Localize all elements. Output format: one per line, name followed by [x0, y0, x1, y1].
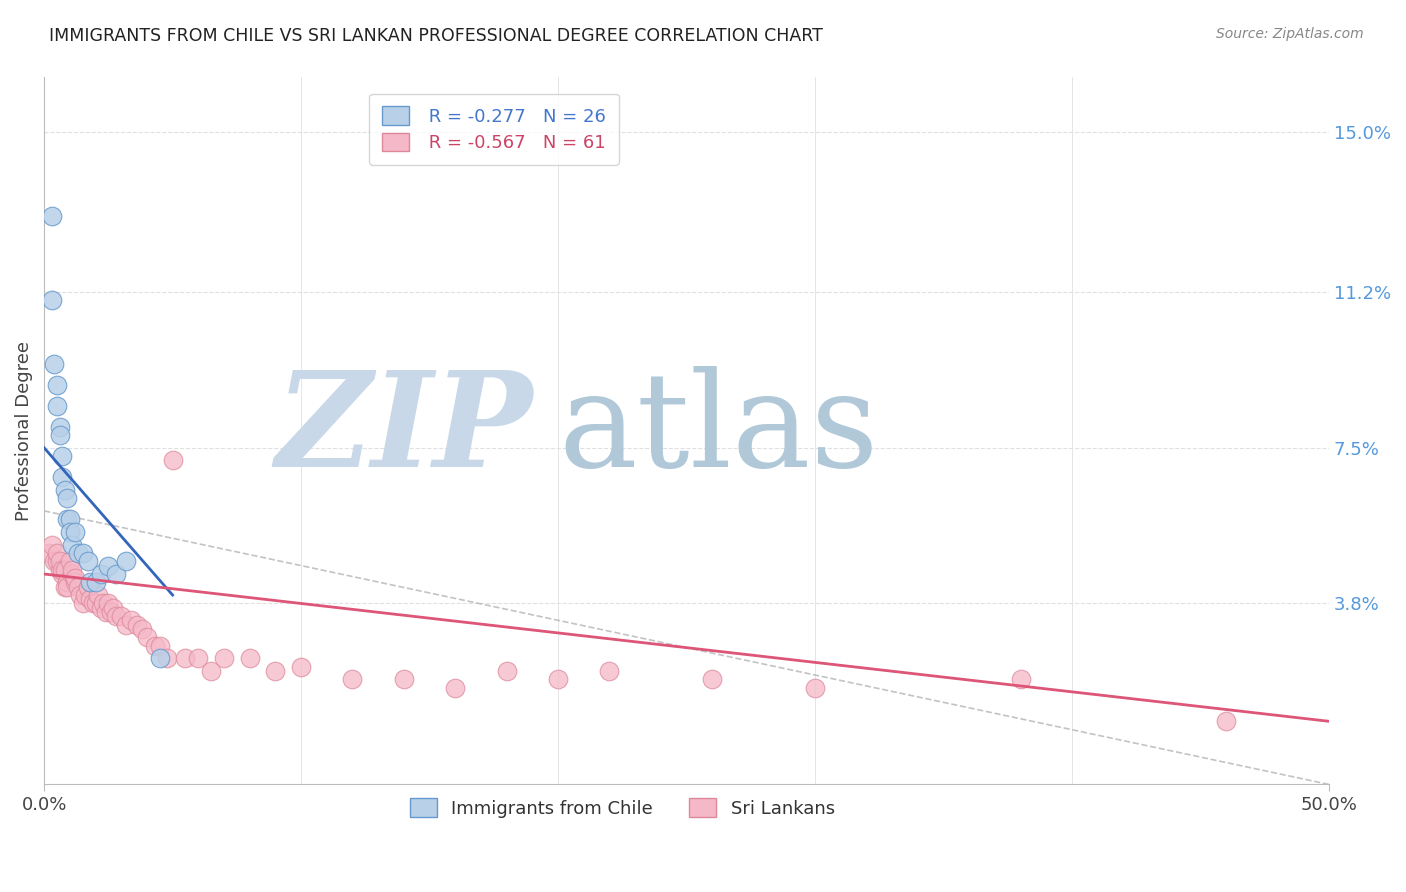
- Point: [51, 563, 73, 577]
- Text: ZIP: ZIP: [276, 367, 533, 495]
- Point: [41, 210, 63, 224]
- Point: [105, 567, 128, 582]
- Y-axis label: Professional Degree: Professional Degree: [15, 341, 32, 521]
- Point: [53, 580, 76, 594]
- Point: [87, 588, 110, 602]
- Point: [66, 546, 89, 560]
- Point: [495, 664, 517, 678]
- Point: [598, 664, 620, 678]
- Point: [46, 554, 69, 568]
- Point: [90, 567, 112, 582]
- Point: [239, 651, 262, 665]
- Point: [79, 575, 101, 590]
- Point: [290, 659, 312, 673]
- Point: [59, 512, 82, 526]
- Point: [103, 600, 125, 615]
- Point: [51, 567, 73, 582]
- Point: [97, 558, 120, 573]
- Point: [59, 524, 82, 539]
- Point: [63, 571, 86, 585]
- Point: [53, 563, 76, 577]
- Point: [60, 537, 83, 551]
- Point: [547, 672, 569, 686]
- Point: [264, 664, 287, 678]
- Point: [46, 546, 69, 560]
- Point: [48, 419, 70, 434]
- Point: [46, 377, 69, 392]
- Point: [156, 651, 179, 665]
- Point: [174, 651, 197, 665]
- Point: [135, 630, 157, 644]
- Point: [125, 617, 148, 632]
- Text: Source: ZipAtlas.com: Source: ZipAtlas.com: [1216, 27, 1364, 41]
- Point: [804, 681, 827, 695]
- Point: [444, 681, 467, 695]
- Point: [76, 554, 98, 568]
- Point: [1010, 672, 1032, 686]
- Point: [48, 554, 70, 568]
- Point: [1215, 714, 1237, 729]
- Point: [187, 651, 209, 665]
- Point: [46, 399, 69, 413]
- Point: [149, 651, 172, 665]
- Point: [392, 672, 415, 686]
- Point: [72, 597, 94, 611]
- Point: [44, 357, 66, 371]
- Point: [110, 609, 132, 624]
- Point: [143, 639, 166, 653]
- Point: [342, 672, 364, 686]
- Point: [51, 470, 73, 484]
- Point: [100, 605, 122, 619]
- Point: [48, 428, 70, 442]
- Point: [82, 597, 104, 611]
- Point: [56, 491, 79, 506]
- Point: [79, 592, 101, 607]
- Point: [41, 537, 63, 551]
- Point: [94, 605, 117, 619]
- Point: [38, 546, 60, 560]
- Point: [72, 546, 94, 560]
- Point: [97, 597, 120, 611]
- Point: [121, 613, 143, 627]
- Text: IMMIGRANTS FROM CHILE VS SRI LANKAN PROFESSIONAL DEGREE CORRELATION CHART: IMMIGRANTS FROM CHILE VS SRI LANKAN PROF…: [49, 27, 823, 45]
- Point: [76, 580, 98, 594]
- Point: [91, 597, 114, 611]
- Point: [56, 580, 79, 594]
- Point: [56, 512, 79, 526]
- Legend: Immigrants from Chile, Sri Lankans: Immigrants from Chile, Sri Lankans: [402, 791, 842, 825]
- Point: [63, 524, 86, 539]
- Point: [51, 449, 73, 463]
- Point: [63, 575, 86, 590]
- Point: [44, 554, 66, 568]
- Point: [90, 600, 112, 615]
- Text: atlas: atlas: [558, 367, 879, 495]
- Point: [200, 664, 222, 678]
- Point: [60, 563, 83, 577]
- Point: [59, 554, 82, 568]
- Point: [162, 453, 184, 467]
- Point: [131, 622, 153, 636]
- Point: [149, 639, 172, 653]
- Point: [212, 651, 235, 665]
- Point: [115, 617, 138, 632]
- Point: [69, 588, 91, 602]
- Point: [48, 563, 70, 577]
- Point: [56, 575, 79, 590]
- Point: [84, 597, 107, 611]
- Point: [53, 483, 76, 497]
- Point: [702, 672, 724, 686]
- Point: [105, 609, 128, 624]
- Point: [84, 575, 107, 590]
- Point: [115, 554, 138, 568]
- Point: [66, 580, 89, 594]
- Point: [60, 567, 83, 582]
- Point: [41, 293, 63, 308]
- Point: [75, 588, 97, 602]
